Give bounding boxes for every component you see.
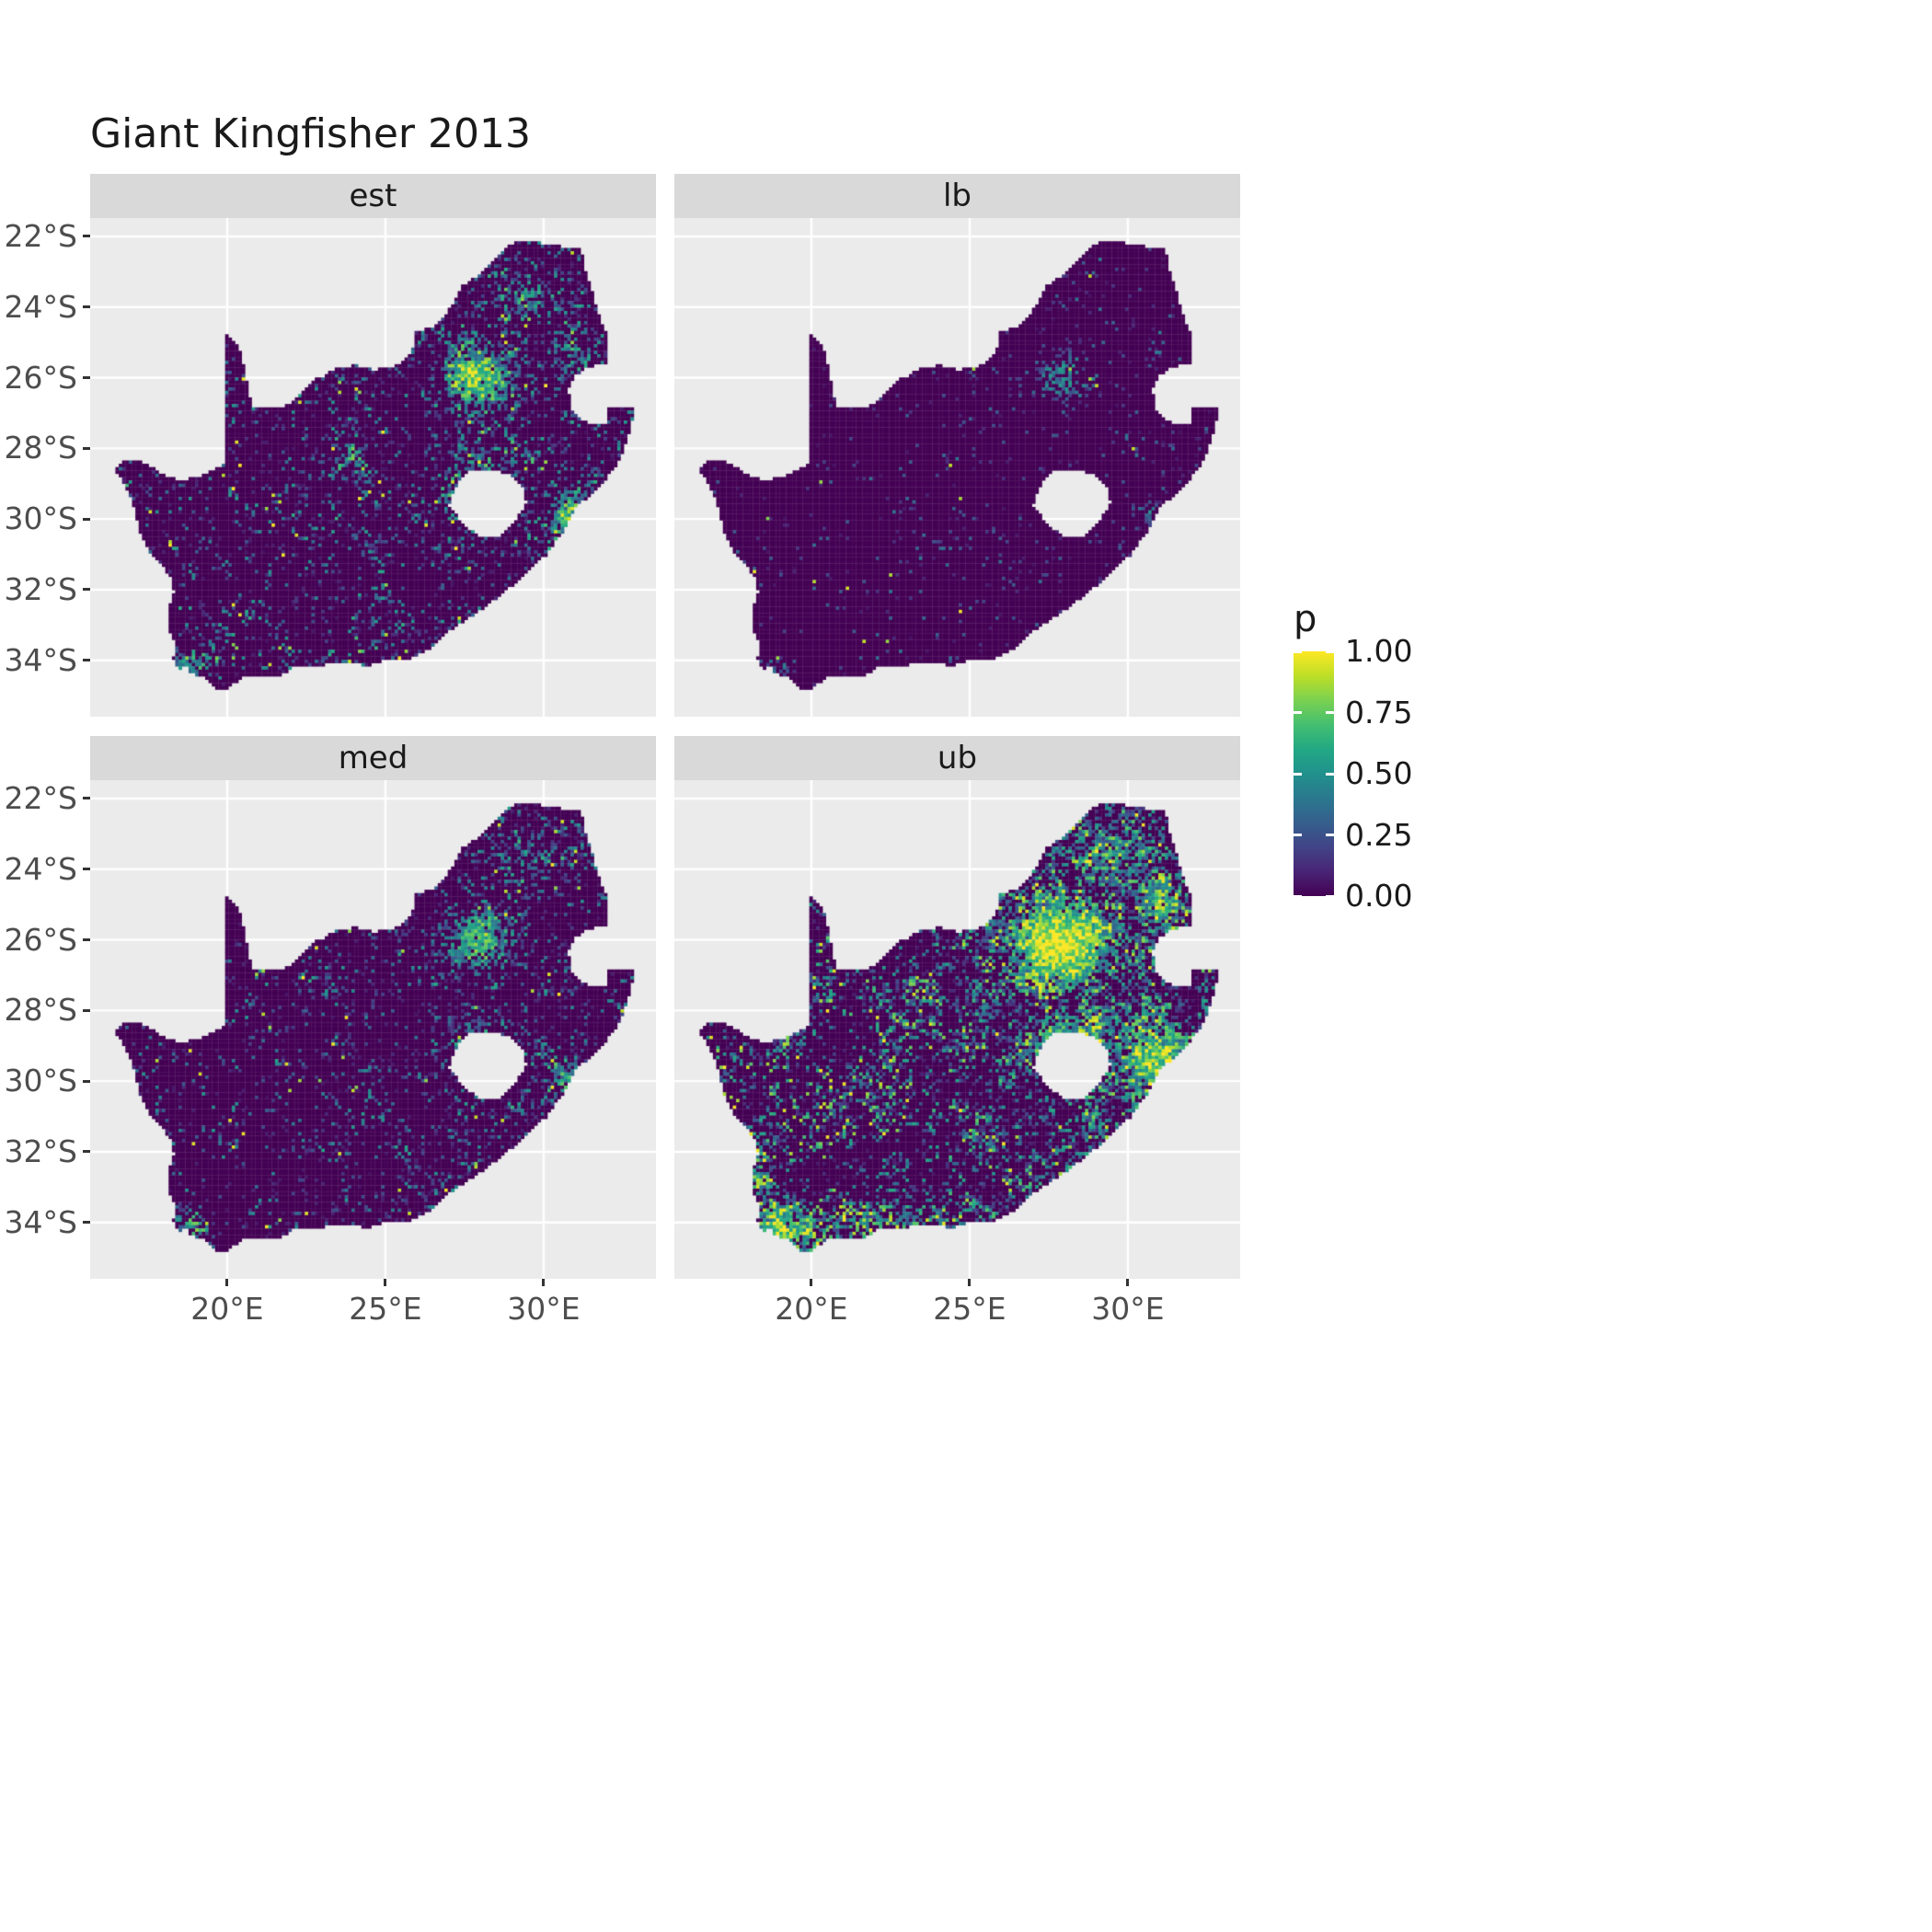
map-canvas-lb (674, 218, 1240, 717)
colorbar-tick (1294, 894, 1302, 898)
y-tick-label: 24°S (4, 288, 77, 325)
y-tick-mark (83, 1150, 90, 1154)
y-tick-mark (83, 588, 90, 592)
legend-tick-label: 0.25 (1345, 816, 1413, 853)
y-tick-mark (83, 1008, 90, 1012)
facet-panel-med: med (90, 736, 656, 1279)
y-tick-mark (83, 517, 90, 521)
legend-tick-label: 0.50 (1345, 755, 1413, 791)
x-tick-mark (384, 1279, 387, 1286)
y-tick-label: 28°S (4, 992, 77, 1029)
y-tick-mark (83, 797, 90, 800)
y-tick-label: 26°S (4, 359, 77, 396)
y-tick-label: 32°S (4, 570, 77, 607)
facet-strip-label: ub (937, 740, 978, 776)
x-tick-label: 20°E (190, 1291, 264, 1327)
map-canvas-med (90, 780, 656, 1279)
y-tick-mark (83, 376, 90, 380)
map-canvas-est (90, 218, 656, 717)
colorbar-tick (1294, 650, 1302, 653)
x-tick-label: 25°E (933, 1291, 1006, 1327)
y-tick-label: 24°S (4, 850, 77, 887)
x-tick-label: 25°E (349, 1291, 422, 1327)
y-tick-label: 34°S (4, 1203, 77, 1240)
legend-tick-label: 0.00 (1345, 878, 1413, 914)
y-tick-label: 26°S (4, 921, 77, 958)
x-tick-mark (225, 1279, 229, 1286)
facet-panel-est: est (90, 174, 656, 717)
colorbar-tick (1326, 772, 1334, 776)
facet-strip-label: est (349, 178, 397, 214)
y-tick-label: 22°S (4, 779, 77, 816)
x-tick-mark (542, 1279, 546, 1286)
plot-title: Giant Kingfisher 2013 (90, 110, 531, 157)
colorbar-tick (1326, 894, 1334, 898)
legend-tick-label: 0.75 (1345, 694, 1413, 730)
y-tick-label: 22°S (4, 217, 77, 254)
y-tick-mark (83, 305, 90, 309)
y-tick-mark (83, 235, 90, 238)
x-tick-mark (810, 1279, 813, 1286)
y-tick-label: 32°S (4, 1133, 77, 1169)
x-tick-mark (1126, 1279, 1130, 1286)
colorbar-tick (1326, 834, 1334, 836)
colorbar-tick (1294, 711, 1302, 714)
y-tick-label: 30°S (4, 1063, 77, 1099)
colorbar-tick (1326, 650, 1334, 653)
colorbar-tick (1294, 834, 1302, 836)
facet-strip-label: med (338, 740, 408, 776)
facet-panel-lb: lb (674, 174, 1240, 717)
facet-strip-lb: lb (674, 174, 1240, 218)
legend-title: p (1294, 598, 1317, 640)
y-tick-mark (83, 868, 90, 871)
colorbar-tick (1326, 711, 1334, 714)
facet-strip-ub: ub (674, 736, 1240, 780)
y-tick-mark (83, 446, 90, 450)
x-tick-label: 20°E (775, 1291, 848, 1327)
y-tick-mark (83, 938, 90, 942)
facet-strip-med: med (90, 736, 656, 780)
facet-strip-est: est (90, 174, 656, 218)
y-tick-mark (83, 659, 90, 662)
legend-tick-label: 1.00 (1345, 633, 1413, 669)
y-tick-label: 34°S (4, 641, 77, 678)
x-tick-label: 30°E (507, 1291, 581, 1327)
y-tick-label: 30°S (4, 500, 77, 537)
y-tick-mark (83, 1221, 90, 1225)
colorbar-tick (1294, 772, 1302, 776)
x-tick-label: 30°E (1091, 1291, 1165, 1327)
map-canvas-ub (674, 780, 1240, 1279)
y-tick-mark (83, 1079, 90, 1083)
facet-strip-label: lb (942, 178, 972, 214)
facet-panel-ub: ub (674, 736, 1240, 1279)
x-tick-mark (968, 1279, 972, 1286)
y-tick-label: 28°S (4, 430, 77, 466)
